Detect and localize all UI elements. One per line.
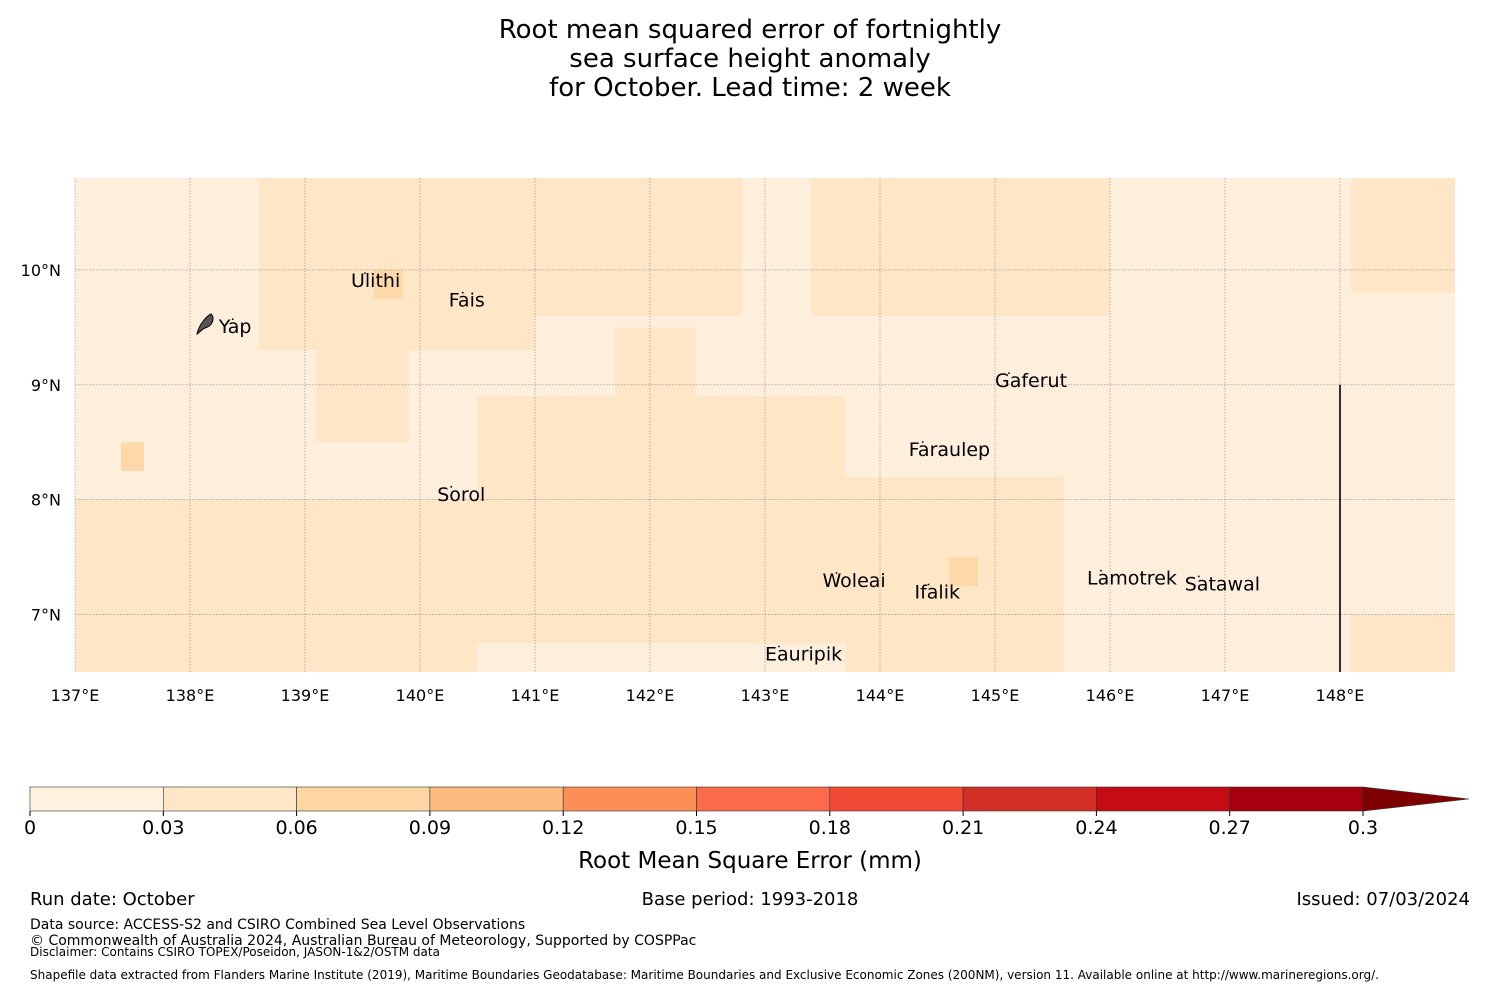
island-label-ulithi: Ulithi [351,270,400,292]
disclaimer: Disclaimer: Contains CSIRO TOPEX/Poseido… [30,945,440,959]
colorbar-label: Root Mean Square Error (mm) [578,848,922,874]
island-marker [921,441,924,443]
colorbar-tick-label: 0 [24,817,36,839]
colorbar-tick-label: 0.3 [1348,817,1378,839]
map-plot-area: 137°E 138°E 139°E 140°E 141°E 142°E 143°E 144°E… [21,178,1455,705]
island-label-lamotrek: Lamotrek [1087,568,1177,590]
island-label-yap: Yap [218,316,252,338]
colorbar-tick-label: 0.12 [542,817,584,839]
colorbar-segment [29,786,164,812]
rmse-region-11 [121,442,144,471]
colorbar-segment [696,786,831,812]
rmse-region-5 [477,396,846,644]
island-marker [364,272,366,275]
run-date: Run date: October [30,889,195,910]
island-label-gaferut: Gaferut [995,370,1067,392]
lon-tick-label: 145°E [971,686,1020,705]
colorbar: 0 0.03 0.06 0.09 0.12 0.15 0.18 0.21 0.24 0.27 0.3… [24,786,1470,874]
colorbar-segment [962,786,1097,812]
lon-tick-label: 148°E [1316,686,1365,705]
island-marker [778,645,780,648]
colorbar-segment [163,786,297,812]
lon-tick-label: 138°E [166,686,215,705]
island-marker [927,583,930,586]
colorbar-segment [429,786,564,812]
island-marker [835,572,838,574]
rmse-region-3 [316,338,409,443]
yap-island-shape [196,313,214,335]
rmse-region-9 [1351,178,1455,293]
island-marker [1100,569,1102,572]
rmse-region-1 [259,178,535,351]
island-label-woleai: Woleai [823,570,886,592]
lat-tick-label: 8°N [31,491,61,510]
lat-tick-label: 9°N [31,376,61,395]
colorbar-segment [1096,786,1231,812]
rmse-region-6 [75,499,478,672]
issued-date: Issued: 07/03/2024 [1296,889,1470,910]
lat-tick-label: 7°N [31,606,61,625]
copyright: © Commonwealth of Australia 2024, Austra… [30,933,697,949]
rmse-region-10 [1351,614,1455,672]
shapefile-credit: Shapefile data extracted from Flanders M… [30,968,1379,982]
colorbar-tick-label: 0.18 [809,817,851,839]
colorbar-segment [296,786,431,812]
island-label-eauripik: Eauripik [765,644,842,666]
island-marker [231,318,234,320]
island-label-sorol: Sorol [437,484,485,506]
colorbar-tick-label: 0.24 [1075,817,1117,839]
colorbar-tick-label: 0.27 [1209,817,1251,839]
island-label-faraulep: Faraulep [909,439,990,461]
lon-tick-label: 137°E [51,686,100,705]
island-marker [450,485,453,488]
title-line-3: for October. Lead time: 2 week [549,73,951,103]
lon-tick-label: 147°E [1201,686,1250,705]
colorbar-tick-label: 0.03 [142,817,184,839]
colorbar-tick-label: 0.09 [409,817,451,839]
title-line-1: Root mean squared error of fortnightly [498,15,1002,45]
lon-tick-label: 141°E [511,686,560,705]
island-marker [1197,575,1200,578]
lon-tick-label: 144°E [856,686,905,705]
colorbar-tick-label: 0.15 [675,817,717,839]
island-marker [1008,372,1010,374]
title-line-2: sea surface height anomaly [569,44,931,74]
colorbar-tick-label: 0.21 [942,817,984,839]
rmse-region-13 [949,557,978,586]
lon-tick-label: 140°E [396,686,445,705]
colorbar-segment [1229,786,1364,812]
colorbar-extend-arrow [1362,786,1470,812]
island-marker [461,291,464,294]
lat-tick-label: 10°N [21,261,61,280]
rmse-region-2 [535,178,742,316]
island-label-fais: Fais [449,290,485,312]
rmse-region-8 [811,178,1110,316]
island-label-satawal: Satawal [1185,573,1260,595]
colorbar-tick-label: 0.06 [275,817,317,839]
rmse-region-12 [374,269,403,299]
colorbar-segment [829,786,964,812]
lon-tick-label: 146°E [1086,686,1135,705]
lon-tick-label: 142°E [626,686,675,705]
lon-tick-label: 139°E [281,686,330,705]
island-label-ifalik: Ifalik [915,581,961,603]
colorbar-segment [562,786,697,812]
data-source: Data source: ACCESS-S2 and CSIRO Combine… [30,917,526,933]
lon-tick-label: 143°E [741,686,790,705]
base-period: Base period: 1993-2018 [641,889,859,910]
